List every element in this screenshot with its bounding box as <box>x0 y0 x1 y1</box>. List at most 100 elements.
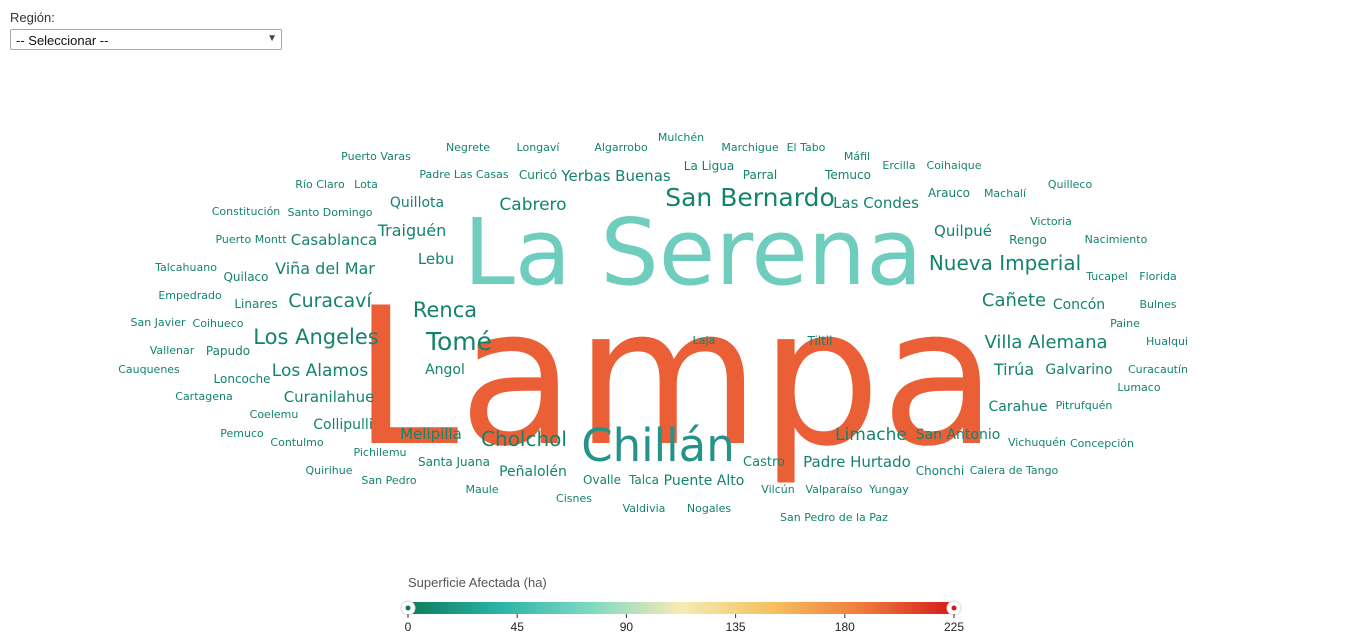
word-puente-alto[interactable]: Puente Alto <box>664 473 745 489</box>
word-curacautin[interactable]: Curacautín <box>1128 363 1188 376</box>
word-tucapel[interactable]: Tucapel <box>1085 270 1128 283</box>
word-constitucion[interactable]: Constitución <box>212 205 281 218</box>
word-longavi[interactable]: Longaví <box>517 141 561 154</box>
word-renca[interactable]: Renca <box>413 298 477 322</box>
word-lumaco[interactable]: Lumaco <box>1117 381 1160 394</box>
word-maule[interactable]: Maule <box>465 483 498 496</box>
word-cisnes[interactable]: Cisnes <box>556 492 592 505</box>
word-los-alamos[interactable]: Los Alamos <box>272 361 369 381</box>
word-puerto-montt[interactable]: Puerto Montt <box>215 233 287 246</box>
word-vallenar[interactable]: Vallenar <box>150 344 195 357</box>
word-yerbas-buenas[interactable]: Yerbas Buenas <box>560 167 671 185</box>
word-rio-claro[interactable]: Río Claro <box>295 178 345 191</box>
word-pichilemu[interactable]: Pichilemu <box>353 446 406 459</box>
word-cholchol[interactable]: Cholchol <box>481 427 567 451</box>
word-hualqui[interactable]: Hualqui <box>1146 335 1188 348</box>
word-contulmo[interactable]: Contulmo <box>270 436 323 449</box>
word-melipilla[interactable]: Melipilla <box>400 425 462 443</box>
word-yungay[interactable]: Yungay <box>868 483 909 496</box>
word-penalolen[interactable]: Peñalolén <box>499 464 567 480</box>
word-puerto-varas[interactable]: Puerto Varas <box>341 150 411 163</box>
word-angol[interactable]: Angol <box>425 362 465 378</box>
legend-handle-max[interactable] <box>946 600 962 616</box>
word-cauquenes[interactable]: Cauquenes <box>118 363 180 376</box>
word-arauco[interactable]: Arauco <box>928 186 970 200</box>
word-laja[interactable]: Laja <box>693 334 716 347</box>
word-parral[interactable]: Parral <box>743 168 777 182</box>
legend-handle-min[interactable] <box>400 600 416 616</box>
word-coihueco[interactable]: Coihueco <box>193 317 244 330</box>
word-san-bernardo[interactable]: San Bernardo <box>665 183 835 212</box>
word-villa-alemana[interactable]: Villa Alemana <box>984 332 1107 353</box>
word-nogales[interactable]: Nogales <box>687 502 732 515</box>
word-carahue[interactable]: Carahue <box>988 399 1047 415</box>
word-quilaco[interactable]: Quilaco <box>223 270 268 284</box>
word-galvarino[interactable]: Galvarino <box>1045 362 1112 378</box>
word-la-ligua[interactable]: La Ligua <box>684 159 734 173</box>
word-limache[interactable]: Limache <box>835 425 907 445</box>
word-vina-del-mar[interactable]: Viña del Mar <box>275 259 375 278</box>
word-san-pedro[interactable]: San Pedro <box>361 474 416 487</box>
word-lota[interactable]: Lota <box>354 178 378 191</box>
region-select[interactable]: -- Seleccionar -- ▼ <box>10 29 282 50</box>
word-temuco[interactable]: Temuco <box>824 168 871 182</box>
word-padre-hurtado[interactable]: Padre Hurtado <box>803 453 911 471</box>
word-cabrero[interactable]: Cabrero <box>499 195 566 215</box>
word-san-javier[interactable]: San Javier <box>130 316 186 329</box>
word-mafil[interactable]: Máfil <box>844 150 870 163</box>
word-linares[interactable]: Linares <box>234 297 277 311</box>
word-traiguen[interactable]: Traiguén <box>377 221 447 240</box>
word-quilpue[interactable]: Quilpué <box>934 222 992 240</box>
word-calera-de-tango[interactable]: Calera de Tango <box>970 464 1059 477</box>
word-algarrobo[interactable]: Algarrobo <box>594 141 648 154</box>
word-quirihue[interactable]: Quirihue <box>306 464 353 477</box>
word-negrete[interactable]: Negrete <box>446 141 490 154</box>
word-nacimiento[interactable]: Nacimiento <box>1085 233 1148 246</box>
word-coihaique[interactable]: Coihaique <box>927 159 982 172</box>
word-mulchen[interactable]: Mulchén <box>658 131 704 144</box>
word-coelemu[interactable]: Coelemu <box>250 408 299 421</box>
word-la-serena[interactable]: La Serena <box>464 199 923 306</box>
word-quillota[interactable]: Quillota <box>390 195 444 211</box>
word-el-tabo[interactable]: El Tabo <box>787 141 826 154</box>
word-pitrufquen[interactable]: Pitrufquén <box>1056 399 1113 412</box>
word-loncoche[interactable]: Loncoche <box>214 372 271 386</box>
word-machali[interactable]: Machalí <box>984 187 1027 200</box>
word-lampa[interactable]: Lampa <box>353 267 997 488</box>
word-curanilahue[interactable]: Curanilahue <box>284 388 375 406</box>
word-castro[interactable]: Castro <box>743 455 785 470</box>
word-chonchi[interactable]: Chonchi <box>916 464 964 478</box>
word-cartagena[interactable]: Cartagena <box>175 390 232 403</box>
word-concepcion[interactable]: Concepción <box>1070 437 1134 450</box>
word-canete[interactable]: Cañete <box>982 290 1046 311</box>
word-quilleco[interactable]: Quilleco <box>1048 178 1093 191</box>
word-vilcun[interactable]: Vilcún <box>761 483 794 496</box>
word-san-pedro-de-la-paz[interactable]: San Pedro de la Paz <box>780 511 888 524</box>
word-casablanca[interactable]: Casablanca <box>291 231 378 249</box>
word-tome[interactable]: Tomé <box>425 327 492 356</box>
word-empedrado[interactable]: Empedrado <box>158 289 222 302</box>
word-rengo[interactable]: Rengo <box>1009 233 1047 247</box>
word-florida[interactable]: Florida <box>1139 270 1176 283</box>
word-tiltil[interactable]: Tiltil <box>806 334 832 348</box>
word-victoria[interactable]: Victoria <box>1030 215 1072 228</box>
word-paine[interactable]: Paine <box>1110 317 1140 330</box>
word-papudo[interactable]: Papudo <box>206 344 250 358</box>
word-ercilla[interactable]: Ercilla <box>882 159 915 172</box>
word-nueva-imperial[interactable]: Nueva Imperial <box>929 251 1081 275</box>
word-curacavi[interactable]: Curacaví <box>288 290 372 312</box>
word-bulnes[interactable]: Bulnes <box>1139 298 1176 311</box>
word-los-angeles[interactable]: Los Angeles <box>253 325 378 349</box>
word-concon[interactable]: Concón <box>1053 297 1105 313</box>
word-pemuco[interactable]: Pemuco <box>220 427 264 440</box>
word-ovalle[interactable]: Ovalle <box>583 473 621 487</box>
word-marchigue[interactable]: Marchigue <box>721 141 779 154</box>
word-santo-domingo[interactable]: Santo Domingo <box>288 206 373 219</box>
word-san-antonio[interactable]: San Antonio <box>916 427 1001 443</box>
word-chillan[interactable]: Chillán <box>581 419 735 472</box>
word-valdivia[interactable]: Valdivia <box>623 502 666 515</box>
word-las-condes[interactable]: Las Condes <box>833 194 919 212</box>
word-curico[interactable]: Curicó <box>519 168 557 182</box>
word-tirua[interactable]: Tirúa <box>993 360 1034 379</box>
word-valparaiso[interactable]: Valparaíso <box>806 483 863 496</box>
